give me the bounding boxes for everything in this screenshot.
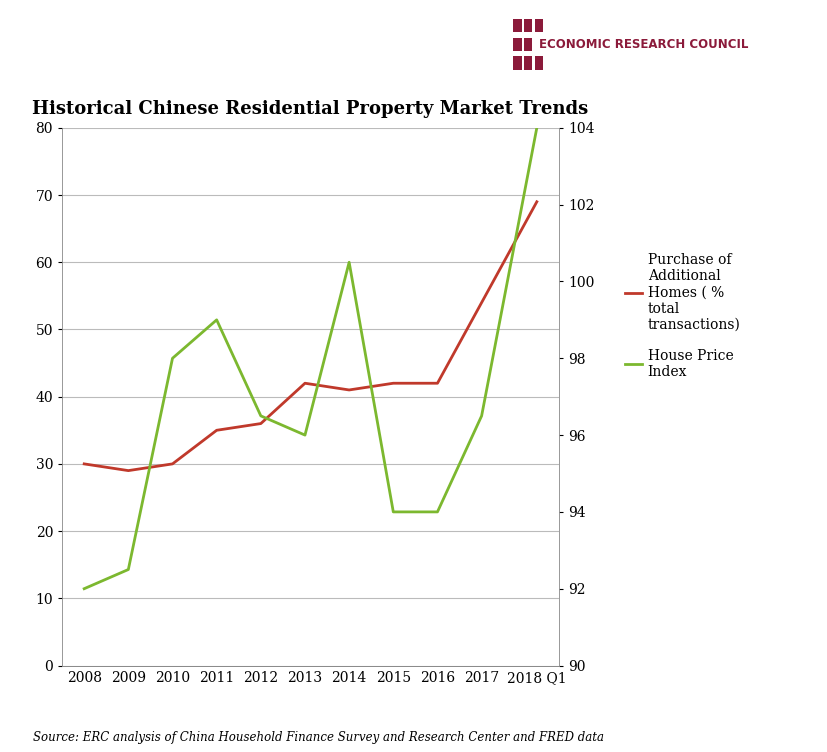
Legend: Purchase of
Additional
Homes ( %
total
transactions), House Price
Index: Purchase of Additional Homes ( % total t…: [624, 253, 739, 379]
FancyBboxPatch shape: [534, 56, 543, 69]
FancyBboxPatch shape: [513, 38, 521, 51]
FancyBboxPatch shape: [523, 38, 532, 51]
FancyBboxPatch shape: [513, 56, 521, 69]
FancyBboxPatch shape: [534, 19, 543, 32]
FancyBboxPatch shape: [523, 19, 532, 32]
Title: Historical Chinese Residential Property Market Trends: Historical Chinese Residential Property …: [32, 100, 588, 118]
FancyBboxPatch shape: [513, 19, 521, 32]
Text: Source: ERC analysis of China Household Finance Survey and Research Center and F: Source: ERC analysis of China Household …: [33, 731, 604, 744]
Text: ECONOMIC RESEARCH COUNCIL: ECONOMIC RESEARCH COUNCIL: [538, 38, 747, 50]
FancyBboxPatch shape: [523, 56, 532, 69]
